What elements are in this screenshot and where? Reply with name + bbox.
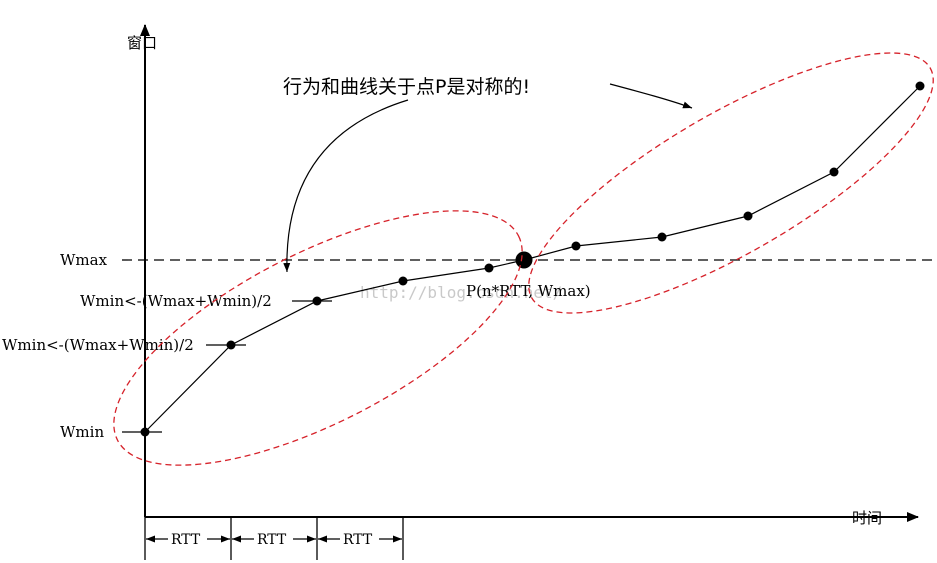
point-p-marker (515, 251, 533, 269)
update-rule-2-label: Wmin<-(Wmax+Wmin)/2 (2, 336, 194, 354)
upper-symmetry-ellipse (528, 52, 934, 314)
point-p-label: P(n*RTT, Wmax) (466, 282, 591, 300)
symmetry-annotation: 行为和曲线关于点P是对称的! (283, 76, 530, 98)
curve-point (312, 296, 322, 306)
window-growth-curve (144, 85, 921, 433)
x-axis-label: 时间 (852, 509, 882, 527)
annotation-arrow-left (283, 99, 409, 273)
rtt-2-label: RTT (257, 532, 287, 548)
watermark-text: http://blog.csdn.net/ (360, 283, 562, 302)
curve-point (226, 340, 236, 350)
curve-point (140, 427, 150, 437)
curve-point (571, 241, 581, 251)
update-rule-1-label: Wmin<-(Wmax+Wmin)/2 (80, 292, 272, 310)
curve-point (915, 81, 925, 91)
curve-point (657, 232, 667, 242)
curve-point (829, 167, 839, 177)
wmin-label: Wmin (60, 423, 104, 441)
y-axis-label: 窗口 (127, 34, 157, 52)
lower-symmetry-ellipse (113, 210, 523, 466)
curve-point (743, 211, 753, 221)
curve-point (484, 263, 494, 273)
annotation-arrow-right (609, 83, 693, 109)
rtt-intervals: RTT RTT RTT (144, 517, 404, 560)
wmax-label: Wmax (60, 251, 108, 269)
curve-point (398, 276, 408, 286)
rtt-1-label: RTT (171, 532, 201, 548)
rtt-3-label: RTT (343, 532, 373, 548)
